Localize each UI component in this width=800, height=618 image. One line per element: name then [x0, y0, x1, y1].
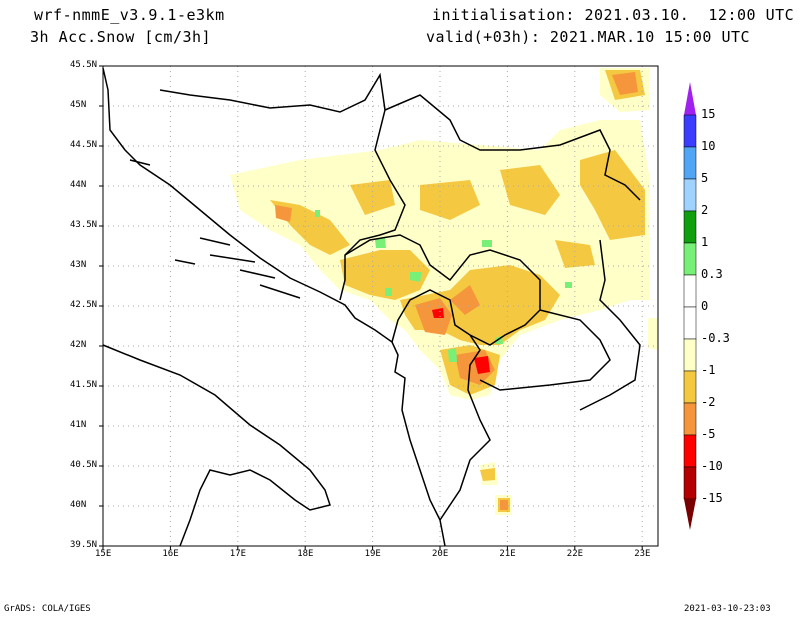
macedonia-border [479, 309, 611, 391]
colorbar-label: -1 [701, 363, 716, 377]
colorbar [683, 82, 697, 530]
lat-label: 43N [70, 260, 87, 270]
lon-label: 17E [229, 549, 247, 559]
colorbar-label: -2 [701, 395, 716, 409]
colorbar-segment [683, 114, 697, 148]
variable-title: 3h Acc.Snow [cm/3h] [30, 28, 212, 46]
colorbar-top-arrow [684, 82, 696, 115]
bosnia-border [159, 72, 406, 301]
colorbar-label: 1 [701, 235, 709, 249]
lon-label: 21E [499, 549, 516, 559]
colorbar-segment [683, 338, 697, 372]
lat-label: 42N [70, 340, 87, 350]
colorbar-segment [683, 466, 697, 500]
colorbar-label: 15 [701, 107, 716, 121]
lat-label: 45N [70, 100, 87, 110]
italy-coast [102, 344, 331, 547]
snow-area-red [432, 308, 490, 374]
colorbar-segment [683, 274, 697, 308]
model-title: wrf-nmmE_v3.9.1-e3km [34, 6, 225, 24]
init-time: initialisation: 2021.03.10. 12:00 UTC [432, 6, 795, 24]
lat-label: 45.5N [70, 60, 98, 70]
snow-area-green [315, 210, 572, 362]
lon-label: 19E [364, 549, 381, 559]
valid-time: valid(+03h): 2021.MAR.10 15:00 UTC [426, 28, 751, 46]
colorbar-label: -10 [701, 459, 723, 473]
lat-label: 39.5N [70, 540, 98, 550]
colorbar-label: 0.3 [701, 267, 723, 281]
lon-label: 23E [634, 549, 651, 559]
lat-label: 43.5N [70, 220, 98, 230]
graticule [103, 66, 658, 546]
serbia-border [384, 94, 641, 201]
islands [129, 159, 301, 299]
colorbar-segment [683, 178, 697, 212]
colorbar-segment [683, 402, 697, 436]
lat-label: 41.5N [70, 380, 98, 390]
colorbar-segment [683, 210, 697, 244]
lon-label: 15E [95, 549, 112, 559]
albania-border [439, 334, 491, 521]
colorbar-segment [683, 370, 697, 404]
lat-label: 40N [70, 500, 87, 510]
bulgaria-border [579, 239, 641, 411]
colorbar-label: -0.3 [701, 331, 730, 345]
colorbar-label: 0 [701, 299, 709, 313]
axis-ticks [99, 65, 643, 550]
lat-label: 44.5N [70, 140, 98, 150]
colorbar-segment [683, 242, 697, 276]
colorbar-label: 5 [701, 171, 709, 185]
colorbar-label: 10 [701, 139, 716, 153]
footer-timestamp: 2021-03-10-23:03 [684, 604, 771, 614]
lat-label: 44N [70, 180, 87, 190]
lon-label: 16E [162, 549, 179, 559]
colorbar-segment [683, 306, 697, 340]
snow-area-yellow [270, 70, 645, 512]
lat-label: 42.5N [70, 300, 98, 310]
snow-field [230, 68, 658, 515]
snow-area-pale-south [480, 318, 658, 515]
lon-label: 22E [566, 549, 584, 559]
colorbar-label: -5 [701, 427, 716, 441]
colorbar-segment [683, 434, 697, 468]
lat-label: 41N [70, 420, 87, 430]
lon-label: 20E [432, 549, 449, 559]
colorbar-label: 2 [701, 203, 709, 217]
coastlines-borders [102, 67, 641, 547]
colorbar-segment [683, 146, 697, 180]
colorbar-bottom-arrow [684, 499, 696, 530]
colorbar-label: -15 [701, 491, 723, 505]
lon-label: 18E [297, 549, 314, 559]
lat-label: 40.5N [70, 460, 98, 470]
footer-credit: GrADS: COLA/IGES [4, 604, 91, 614]
